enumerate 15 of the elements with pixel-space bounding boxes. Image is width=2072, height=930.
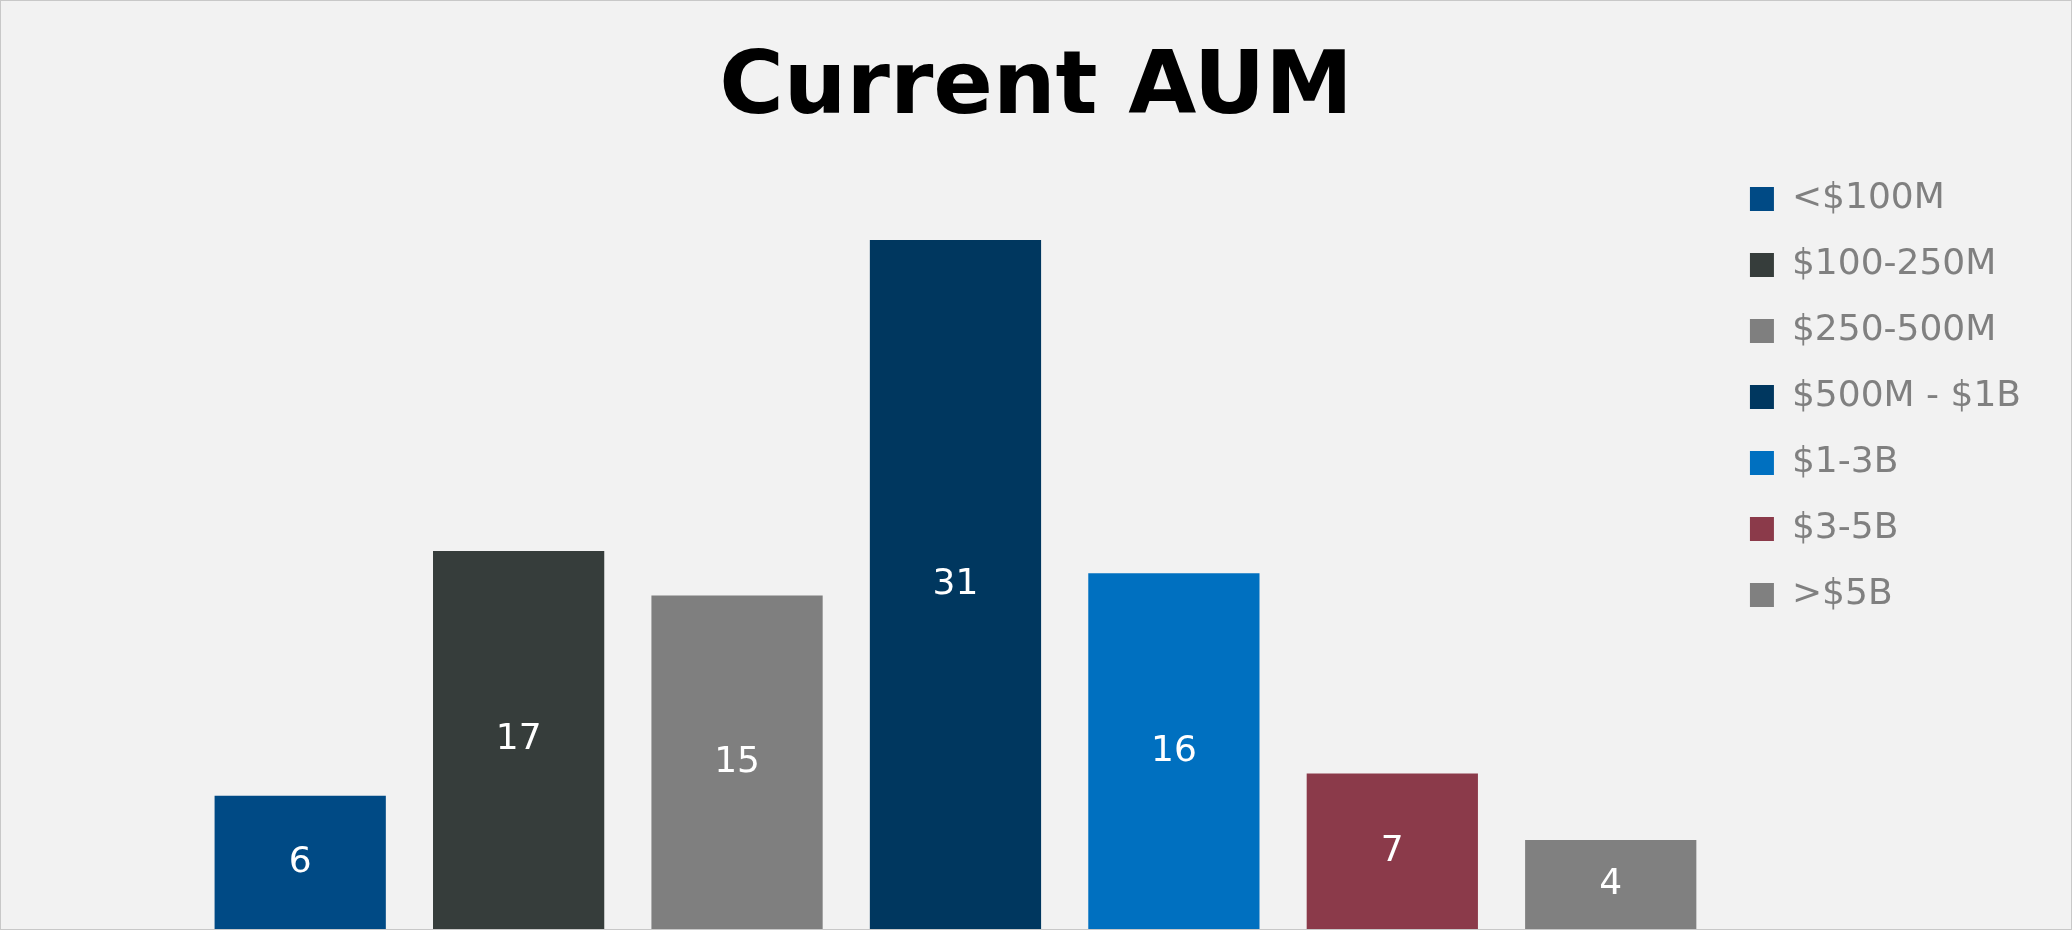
legend-label: $3-5B — [1791, 505, 1899, 547]
legend-label: $500M - $1B — [1791, 373, 2021, 415]
data-label: 31 — [932, 560, 979, 602]
data-label: 15 — [714, 738, 760, 780]
legend-label: <$100M — [1791, 175, 1945, 217]
legend-label: $100-250M — [1791, 241, 1997, 283]
data-label: 6 — [288, 838, 312, 880]
data-label: 16 — [1150, 727, 1197, 769]
data-label: 17 — [495, 716, 542, 758]
data-label: 7 — [1380, 827, 1404, 869]
legend-label: $250-500M — [1791, 307, 1997, 349]
legend-label: $1-3B — [1791, 439, 1899, 481]
chart-title: Current AUM — [718, 31, 1354, 134]
data-label: 4 — [1599, 860, 1623, 902]
legend-label: >$5B — [1791, 571, 1893, 613]
